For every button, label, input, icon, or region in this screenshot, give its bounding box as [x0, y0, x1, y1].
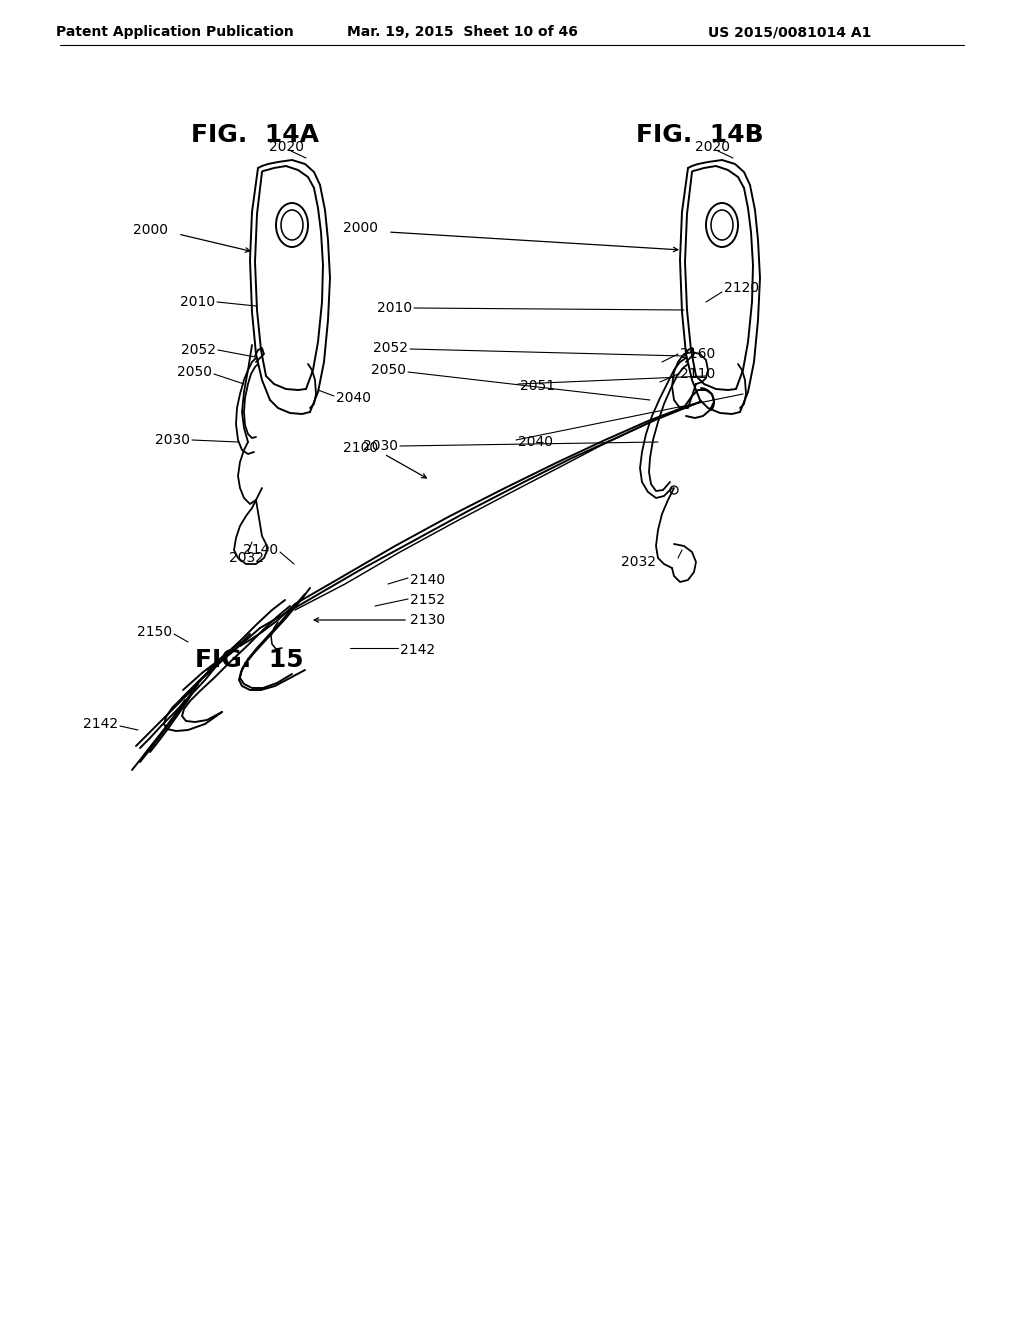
Text: 2010: 2010 [180, 294, 215, 309]
Text: 2030: 2030 [155, 433, 190, 447]
Text: 2050: 2050 [371, 363, 406, 378]
Text: 2032: 2032 [621, 554, 655, 569]
Text: 2010: 2010 [377, 301, 412, 315]
Text: 2020: 2020 [268, 140, 303, 154]
Text: 2142: 2142 [400, 643, 435, 657]
Text: 2050: 2050 [177, 366, 212, 379]
Text: 2052: 2052 [181, 343, 216, 356]
Text: FIG.  14B: FIG. 14B [636, 123, 764, 147]
Text: 2120: 2120 [724, 281, 759, 294]
Text: 2130: 2130 [410, 612, 445, 627]
Text: 2160: 2160 [680, 347, 715, 360]
Text: 2040: 2040 [336, 391, 371, 405]
Text: Patent Application Publication: Patent Application Publication [56, 25, 294, 40]
Text: 2152: 2152 [410, 593, 445, 607]
Text: FIG.  15: FIG. 15 [195, 648, 304, 672]
Text: FIG.  14A: FIG. 14A [191, 123, 319, 147]
Text: 2140: 2140 [243, 543, 278, 557]
Text: 2150: 2150 [137, 624, 172, 639]
Text: 2051: 2051 [520, 379, 555, 393]
Text: 2020: 2020 [694, 140, 729, 154]
Text: 2030: 2030 [362, 440, 398, 453]
Text: 2000: 2000 [343, 220, 378, 235]
Text: 2032: 2032 [228, 550, 263, 565]
Text: 2040: 2040 [518, 436, 553, 449]
Text: Mar. 19, 2015  Sheet 10 of 46: Mar. 19, 2015 Sheet 10 of 46 [346, 25, 578, 40]
Text: 2100: 2100 [343, 441, 378, 455]
Text: 2110: 2110 [680, 367, 715, 381]
Text: 2052: 2052 [373, 341, 408, 355]
Text: 2000: 2000 [133, 223, 168, 238]
Text: 2140: 2140 [410, 573, 445, 587]
Text: US 2015/0081014 A1: US 2015/0081014 A1 [709, 25, 871, 40]
Text: 2142: 2142 [83, 717, 118, 731]
